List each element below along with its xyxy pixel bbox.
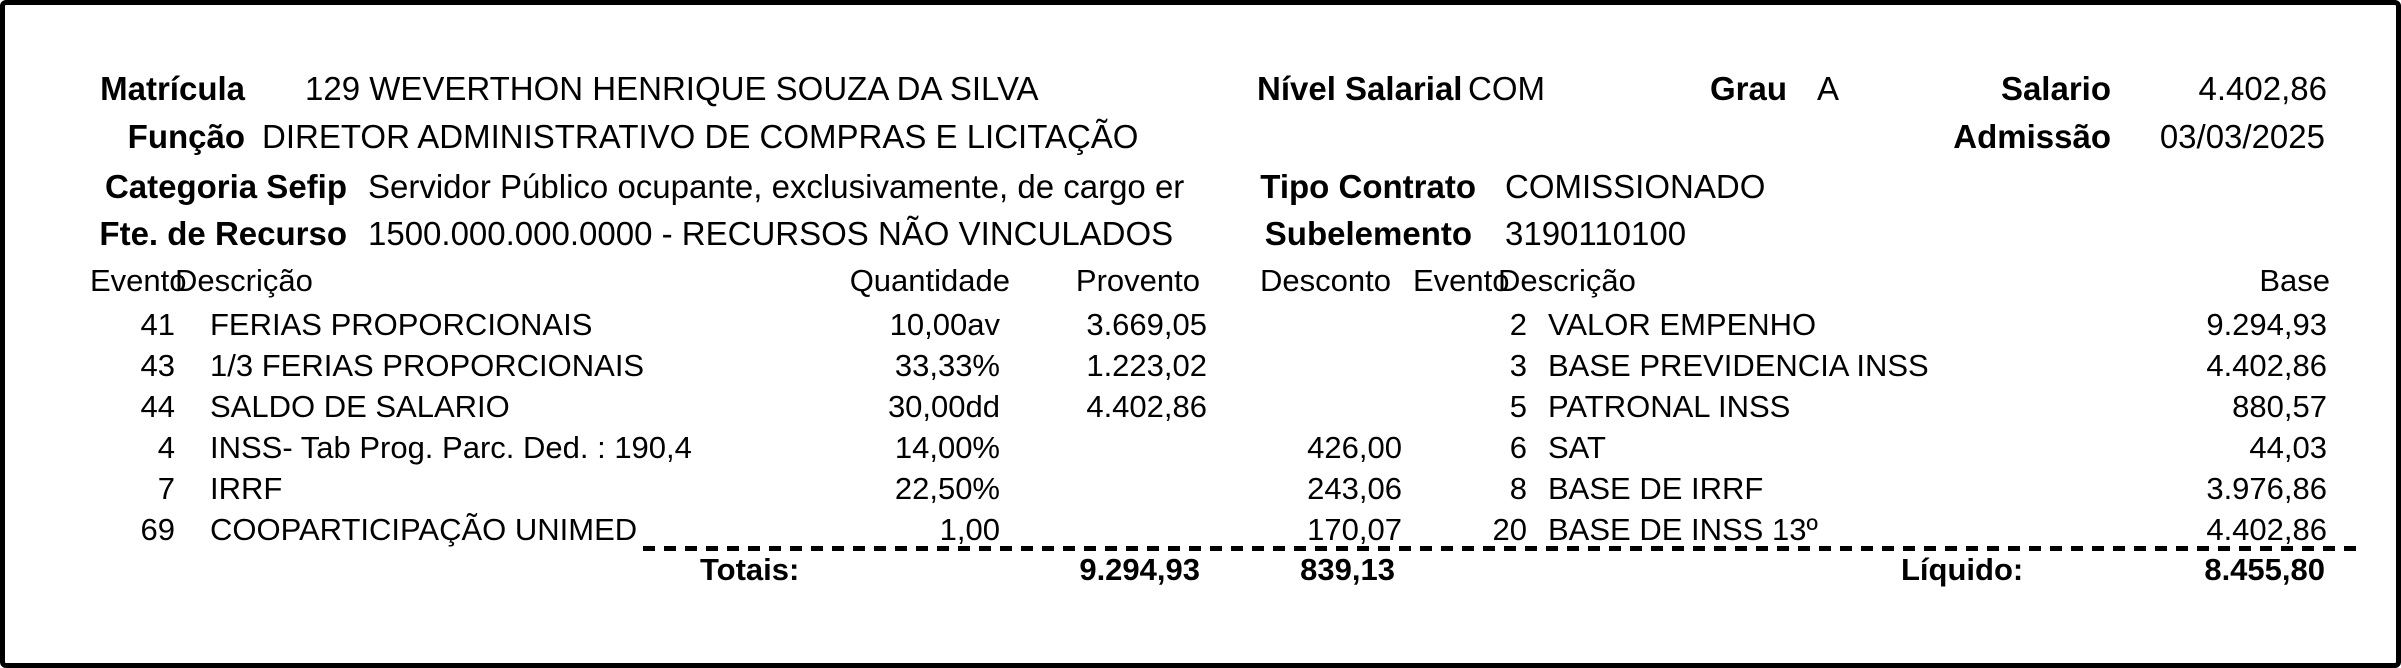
total-proventos: 9.294,93 [1079,552,1200,587]
liquido-label: Líquido: [1901,552,2024,587]
base-value: 4.402,86 [2206,512,2327,547]
liquido-value: 8.455,80 [2204,552,2325,587]
event-code: 44 [140,389,175,424]
categoria-sefip-value: Servidor Público ocupante, exclusivament… [368,168,1185,205]
nivel-salarial-value: COM [1468,70,1545,107]
subelemento-label: Subelemento [1264,215,1472,252]
base-description: BASE PREVIDENCIA INSS [1548,348,1929,383]
base-description: VALOR EMPENHO [1548,307,1817,342]
event-earning: 1.223,02 [1086,348,1207,383]
event-code: 41 [140,307,175,342]
admissao-value: 03/03/2025 [2159,118,2325,155]
grau-value: A [1817,70,1840,107]
admissao-label: Admissão [1953,118,2111,155]
column-header-descricao-right: Descrição [1498,263,1636,298]
funcao-value: DIRETOR ADMINISTRATIVO DE COMPRAS E LICI… [262,118,1139,155]
base-description: BASE DE INSS 13º [1548,512,1818,547]
base-code: 8 [1509,471,1527,506]
subelemento-value: 3190110100 [1505,215,1687,252]
event-deduction: 170,07 [1307,512,1402,547]
tipo-contrato-label: Tipo Contrato [1260,168,1476,205]
fte-recurso-label: Fte. de Recurso [99,215,347,252]
event-description: IRRF [210,471,283,506]
event-code: 4 [157,430,175,465]
nivel-salarial-label: Nível Salarial [1257,70,1463,107]
totais-label: Totais: [700,552,800,587]
base-description: SAT [1548,430,1606,465]
total-descontos: 839,13 [1300,552,1395,587]
column-header-quantidade: Quantidade [849,263,1010,298]
event-description: INSS- Tab Prog. Parc. Ded. : 190,4 [210,430,692,465]
base-code: 6 [1509,430,1527,465]
event-description: SALDO DE SALARIO [210,389,510,424]
column-header-desconto: Desconto [1260,263,1391,298]
event-code: 69 [140,512,175,547]
event-code: 7 [157,471,175,506]
matricula-value: 129 WEVERTHON HENRIQUE SOUZA DA SILVA [305,70,1039,107]
event-deduction: 243,06 [1307,471,1402,506]
event-quantity: 22,50% [894,471,1000,506]
column-header-evento-left: Evento [90,263,187,298]
base-value: 9.294,93 [2206,307,2327,342]
event-description: 1/3 FERIAS PROPORCIONAIS [210,348,645,383]
column-header-evento-right: Evento [1413,263,1510,298]
totals-separator-line [643,546,2358,551]
column-header-base: Base [2259,263,2330,298]
base-value: 44,03 [2249,430,2327,465]
grau-label: Grau [1710,70,1788,107]
salario-label: Salario [2000,70,2111,107]
categoria-sefip-label: Categoria Sefip [104,168,347,205]
base-code: 20 [1492,512,1527,547]
event-earning: 4.402,86 [1086,389,1207,424]
event-code: 43 [140,348,175,383]
column-header-descricao-left: Descrição [175,263,313,298]
salario-value: 4.402,86 [2198,70,2327,107]
event-deduction: 426,00 [1307,430,1402,465]
event-quantity: 33,33% [894,348,1000,383]
event-quantity: 30,00dd [887,389,1000,424]
base-value: 4.402,86 [2206,348,2327,383]
event-earning: 3.669,05 [1086,307,1207,342]
event-quantity: 10,00av [889,307,1000,342]
base-value: 3.976,86 [2206,471,2327,506]
event-description: FERIAS PROPORCIONAIS [210,307,593,342]
fte-recurso-value: 1500.000.000.0000 - RECURSOS NÃO VINCULA… [368,215,1174,252]
funcao-label: Função [127,118,245,155]
event-quantity: 14,00% [894,430,1000,465]
matricula-label: Matrícula [100,70,245,107]
base-code: 5 [1509,389,1527,424]
column-header-provento: Provento [1075,263,1200,298]
base-description: BASE DE IRRF [1548,471,1764,506]
base-code: 2 [1509,307,1527,342]
tipo-contrato-value: COMISSIONADO [1505,168,1766,205]
event-quantity: 1,00 [939,512,1000,547]
base-code: 3 [1509,348,1527,383]
base-value: 880,57 [2232,389,2327,424]
base-description: PATRONAL INSS [1548,389,1791,424]
event-description: COOPARTICIPAÇÃO UNIMED [210,512,638,547]
